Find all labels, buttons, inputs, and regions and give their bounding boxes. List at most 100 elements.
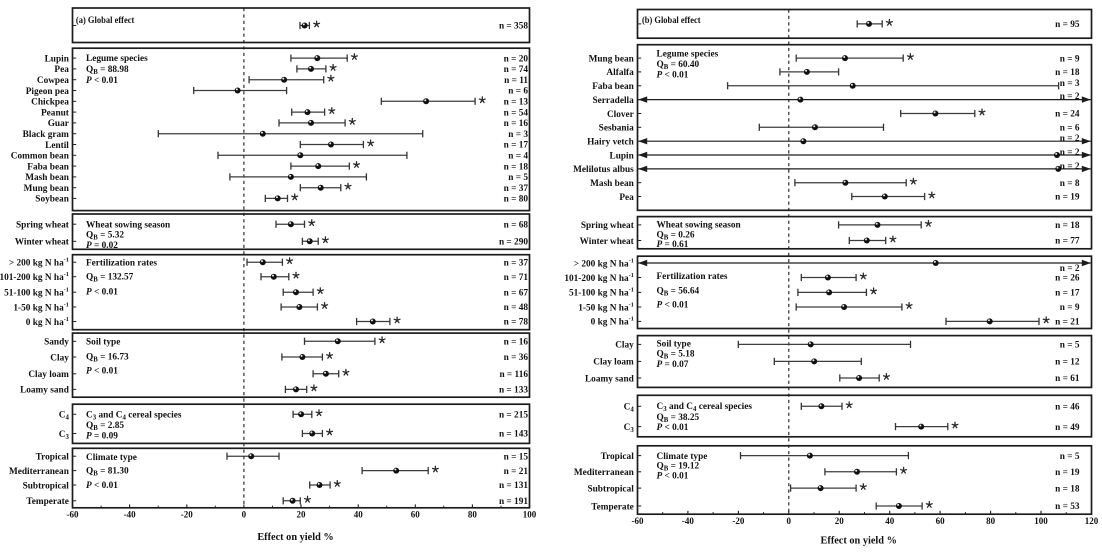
svg-text:n = 16: n = 16 [504,338,529,348]
svg-text:n = 71: n = 71 [504,273,529,283]
svg-text:Temperate: Temperate [591,502,634,512]
svg-text:n = 2: n = 2 [1060,162,1080,172]
svg-text:n = 290: n = 290 [499,238,528,248]
svg-text:n = 116: n = 116 [499,370,528,380]
svg-text:n = 15: n = 15 [504,452,529,462]
svg-text:Serradella: Serradella [592,96,634,106]
svg-text:QB = 16.73: QB = 16.73 [86,353,129,364]
svg-text:> 200 kg N ha-1: > 200 kg N ha-1 [574,257,634,269]
svg-text:0 kg N ha-1: 0 kg N ha-1 [591,316,634,328]
svg-text:Winter wheat: Winter wheat [580,237,635,247]
svg-text:n = 143: n = 143 [499,430,528,440]
svg-text:n = 4: n = 4 [508,152,528,162]
svg-text:QB = 56.64: QB = 56.64 [657,286,700,297]
svg-text:QB = 19.12: QB = 19.12 [657,462,700,473]
svg-text:Faba bean: Faba bean [27,162,69,172]
svg-text:n = 191: n = 191 [499,497,528,507]
svg-text:n = 19: n = 19 [1055,468,1080,478]
svg-text:Spring wheat: Spring wheat [581,221,635,231]
svg-text:Subtropical: Subtropical [587,484,634,494]
svg-text:n = 49: n = 49 [1055,423,1080,433]
svg-text:51-100 kg N ha-1: 51-100 kg N ha-1 [569,287,634,299]
svg-text:n = 36: n = 36 [504,353,529,363]
svg-text:Soil type: Soil type [657,340,691,350]
svg-text:Pigeon pea: Pigeon pea [26,87,69,97]
svg-text:-60: -60 [67,510,79,520]
svg-text:QB = 2.85: QB = 2.85 [86,421,124,432]
svg-text:Loamy sand: Loamy sand [20,386,70,396]
svg-text:Spring wheat: Spring wheat [16,221,70,231]
svg-text:Fertilization rates: Fertilization rates [657,272,728,282]
svg-text:n = 5: n = 5 [1060,341,1080,351]
svg-text:Mediterranean: Mediterranean [9,467,70,477]
svg-text:n = 2: n = 2 [1060,134,1080,144]
svg-text:n = 5: n = 5 [1060,452,1080,462]
svg-text:n = 18: n = 18 [504,162,529,172]
svg-text:Black gram: Black gram [23,130,69,140]
svg-text:n = 77: n = 77 [1055,237,1080,247]
svg-text:Legume species: Legume species [657,50,719,60]
svg-text:Guar: Guar [48,119,69,129]
svg-text:C3 and C4 cereal species: C3 and C4 cereal species [86,411,182,422]
svg-text:n = 19: n = 19 [1055,193,1080,203]
svg-text:P = 0.61: P = 0.61 [657,240,689,250]
svg-text:Mash bean: Mash bean [590,179,634,189]
svg-text:0 kg N ha-1: 0 kg N ha-1 [26,316,69,328]
svg-text:Temperate: Temperate [26,497,69,507]
svg-text:101-200 kg N ha-1: 101-200 kg N ha-1 [564,272,633,284]
svg-text:n = 26: n = 26 [1055,274,1080,284]
svg-text:(a) Global effect: (a) Global effect [76,15,135,26]
svg-text:n = 9: n = 9 [1060,303,1080,313]
svg-text:> 200 kg N ha-1: > 200 kg N ha-1 [9,257,69,269]
svg-text:P < 0.01: P < 0.01 [657,71,689,81]
svg-text:QB = 88.98: QB = 88.98 [86,65,129,76]
svg-text:n = 17: n = 17 [504,141,529,151]
svg-text:n = 2: n = 2 [1060,92,1080,102]
svg-text:Tropical: Tropical [36,453,70,463]
svg-text:n = 78: n = 78 [504,318,529,328]
svg-text:Winter wheat: Winter wheat [15,238,70,248]
svg-text:Mung bean: Mung bean [589,54,635,64]
svg-text:P < 0.01: P < 0.01 [86,366,118,376]
svg-text:n = 80: n = 80 [504,195,529,205]
svg-text:n = 24: n = 24 [1055,110,1080,120]
svg-text:n = 53: n = 53 [1055,502,1080,512]
svg-text:Clay loam: Clay loam [593,358,634,368]
svg-text:P < 0.01: P < 0.01 [657,472,689,482]
svg-text:QB = 38.25: QB = 38.25 [657,413,700,424]
svg-text:Subtropical: Subtropical [23,481,70,491]
svg-text:Hairy vetch: Hairy vetch [587,138,635,148]
svg-text:60: 60 [936,516,946,526]
svg-text:n = 37: n = 37 [504,184,529,194]
svg-text:C4: C4 [624,403,635,414]
svg-text:100: 100 [523,510,537,520]
svg-text:20: 20 [297,510,307,520]
svg-text:-20: -20 [181,510,193,520]
svg-text:P < 0.01: P < 0.01 [86,481,118,491]
svg-text:n = 131: n = 131 [499,481,528,491]
svg-text:n = 215: n = 215 [499,411,528,421]
svg-text:n = 54: n = 54 [504,108,529,118]
svg-text:Legume species: Legume species [86,54,148,64]
svg-text:n = 48: n = 48 [504,303,529,313]
svg-text:-40: -40 [682,516,694,526]
svg-text:n = 20: n = 20 [504,54,529,64]
svg-text:n = 6: n = 6 [1060,124,1080,134]
svg-text:n = 68: n = 68 [504,220,529,230]
svg-text:n = 5: n = 5 [508,173,528,183]
svg-text:Soil type: Soil type [86,338,120,348]
svg-text:n = 18: n = 18 [1055,221,1080,231]
svg-text:n = 12: n = 12 [1055,358,1080,368]
svg-text:n = 6: n = 6 [508,87,528,97]
svg-text:60: 60 [411,510,421,520]
svg-text:Alfalfa: Alfalfa [606,68,634,78]
svg-text:Clay: Clay [50,353,69,363]
svg-text:P < 0.01: P < 0.01 [657,423,689,433]
svg-text:Common bean: Common bean [11,152,70,162]
svg-text:n = 2: n = 2 [1060,264,1080,274]
svg-text:Mung bean: Mung bean [24,184,70,194]
svg-text:QB = 60.40: QB = 60.40 [657,60,700,71]
svg-text:QB = 5.32: QB = 5.32 [86,231,124,242]
svg-text:0: 0 [787,516,792,526]
svg-text:P = 0.02: P = 0.02 [86,241,118,251]
